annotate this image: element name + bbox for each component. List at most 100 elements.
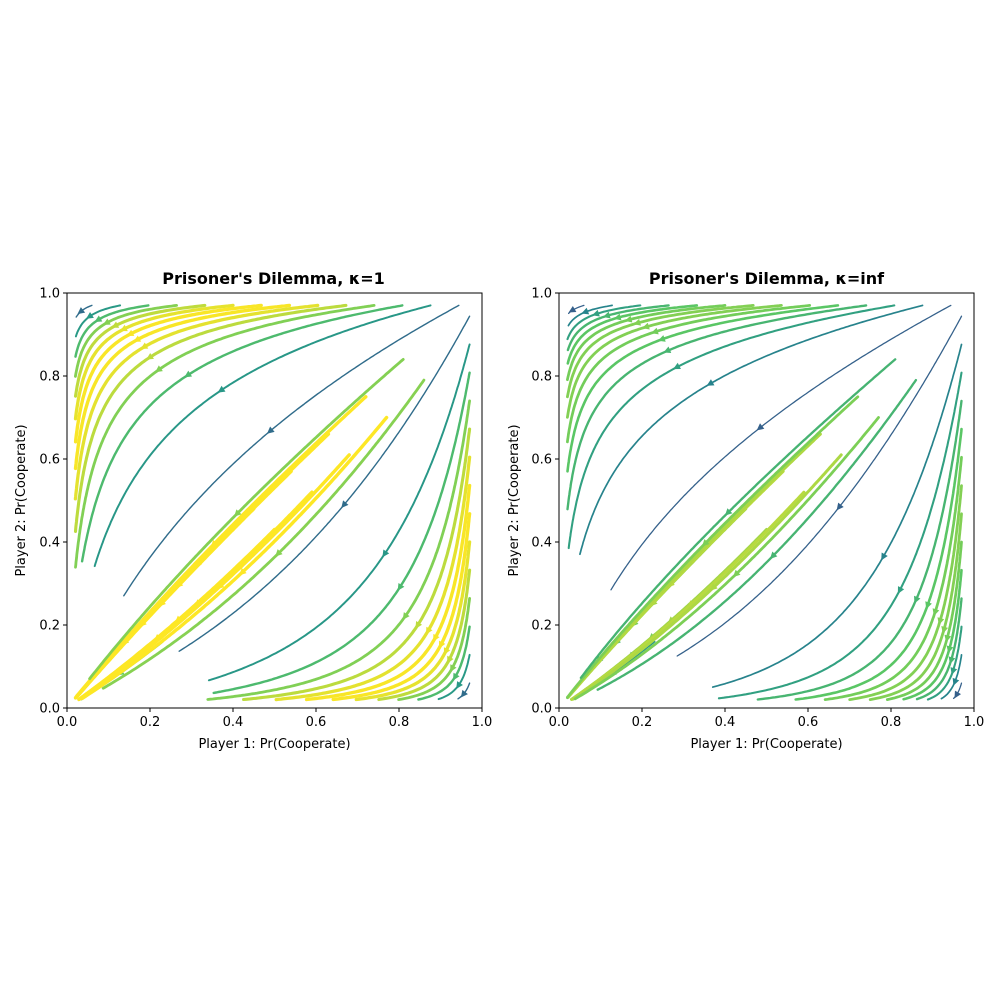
streamline-arrow — [836, 502, 844, 511]
streamline-arrow — [946, 645, 954, 654]
streamline-arrow — [948, 656, 956, 665]
streamline — [570, 490, 806, 701]
y-tick-label: 0.4 — [39, 536, 60, 551]
x-tick-label: 0.0 — [57, 715, 78, 730]
streamline-arrow — [126, 329, 135, 336]
streamline — [417, 625, 471, 701]
streamline-arrow — [456, 681, 463, 689]
streamline-arrow — [732, 569, 741, 578]
x-axis-label: Player 1: Pr(Cooperate) — [198, 737, 350, 752]
streamline-arrow — [275, 549, 283, 557]
y-tick-label: 0.8 — [531, 370, 552, 385]
streamline-arrow — [702, 539, 710, 547]
streamline — [571, 453, 843, 701]
streamline-arrow — [77, 307, 86, 315]
streamline-arrow — [941, 626, 949, 634]
streamline — [74, 304, 122, 338]
x-tick-label: 0.2 — [140, 715, 161, 730]
y-axis-label: Player 2: Pr(Cooperate) — [507, 424, 522, 576]
streamline-arrow — [234, 509, 242, 517]
streamline-arrow — [402, 612, 410, 620]
streamline-arrow — [239, 567, 247, 576]
streamline-arrow — [756, 423, 765, 431]
chart-title: Prisoner's Dilemma, κ=inf — [649, 269, 885, 288]
streamline-arrow — [950, 667, 958, 675]
streamline — [566, 507, 748, 699]
streamline-arrow — [155, 365, 163, 373]
streamline — [579, 304, 924, 556]
streamline — [915, 597, 963, 701]
streamline-arrow — [568, 305, 577, 313]
streamline — [73, 303, 179, 378]
plot-frame — [558, 292, 975, 709]
streamline — [212, 371, 471, 695]
streamline-arrow — [657, 335, 666, 342]
streamline-arrow — [925, 601, 932, 610]
streamline-arrow — [86, 312, 94, 319]
streamline — [206, 399, 471, 701]
streamline — [571, 565, 731, 700]
streamline — [566, 304, 670, 352]
streamline — [566, 304, 727, 382]
streamline-arrow — [210, 539, 219, 548]
streamline — [73, 303, 263, 444]
streamline-arrow — [944, 634, 952, 643]
streamline — [565, 303, 755, 399]
streamline-arrow — [453, 672, 460, 681]
streamline — [570, 528, 768, 701]
streamline-arrow — [111, 321, 120, 328]
streamline — [902, 568, 963, 701]
streamline-arrow — [581, 307, 590, 315]
streamline — [573, 416, 880, 701]
streamline — [74, 304, 150, 358]
x-tick-label: 0.6 — [798, 715, 819, 730]
streamline-arrow — [932, 608, 940, 617]
streamline — [73, 395, 368, 700]
streamline-arrow — [443, 647, 451, 656]
x-tick-label: 1.0 — [472, 715, 493, 730]
streamline — [377, 568, 472, 702]
streamline-arrow — [119, 324, 128, 332]
streamline — [457, 682, 471, 700]
streamline — [242, 427, 472, 702]
streamline-arrow — [382, 549, 390, 558]
streamline-arrow — [881, 552, 888, 561]
streamline — [73, 303, 292, 471]
streamline — [579, 358, 897, 679]
streamline-arrow — [897, 586, 905, 594]
y-ticks: 0.0 0.2 0.4 0.6 0.8 1.0 — [531, 287, 559, 717]
x-tick-label: 0.2 — [632, 715, 653, 730]
x-tick-label: 0.0 — [549, 715, 570, 730]
streamline-arrow — [184, 370, 193, 378]
streamline — [756, 399, 963, 701]
streamline — [73, 303, 348, 533]
streamline — [304, 483, 472, 702]
streamline-arrow — [952, 677, 960, 686]
streamline — [711, 343, 963, 688]
streamline-arrow — [602, 311, 611, 319]
x-tick-label: 0.8 — [881, 715, 902, 730]
streamlines — [565, 303, 963, 702]
streamline — [77, 527, 277, 701]
streamline-arrow — [460, 689, 468, 698]
streamline — [73, 303, 207, 398]
streamline-arrow — [425, 626, 433, 635]
streamline — [331, 512, 472, 702]
streamline-arrow — [592, 309, 600, 317]
chart-title: Prisoner's Dilemma, κ=1 — [162, 269, 385, 288]
streamline-arrow — [397, 582, 405, 591]
streamline — [848, 484, 963, 702]
x-axis-label: Player 1: Pr(Cooperate) — [690, 737, 842, 752]
x-tick-label: 0.8 — [389, 715, 410, 730]
streamline — [868, 512, 963, 702]
streamline — [78, 453, 351, 701]
streamline — [566, 304, 642, 341]
streamline-arrow — [415, 621, 423, 629]
x-tick-label: 0.4 — [223, 715, 244, 730]
streamline — [567, 304, 896, 550]
streamline-arrow — [937, 617, 945, 625]
streamline — [78, 490, 314, 701]
streamline — [75, 304, 93, 318]
streamline-arrow — [613, 313, 622, 321]
